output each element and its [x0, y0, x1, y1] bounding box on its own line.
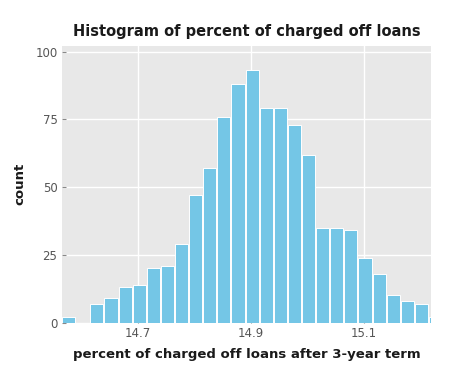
Bar: [231, 84, 245, 323]
Bar: [344, 230, 357, 323]
Bar: [415, 304, 428, 323]
Bar: [189, 195, 202, 323]
Y-axis label: count: count: [14, 163, 27, 205]
Bar: [443, 320, 456, 323]
X-axis label: percent of charged off loans after 3-year term: percent of charged off loans after 3-yea…: [73, 348, 420, 361]
Bar: [91, 304, 103, 323]
Bar: [316, 228, 329, 323]
Bar: [147, 268, 160, 323]
Bar: [471, 317, 474, 323]
Bar: [118, 287, 132, 323]
Bar: [274, 108, 287, 323]
Bar: [62, 317, 75, 323]
Bar: [387, 295, 400, 323]
Bar: [104, 298, 118, 323]
Bar: [457, 312, 470, 323]
Bar: [246, 71, 259, 323]
Bar: [260, 108, 273, 323]
Title: Histogram of percent of charged off loans: Histogram of percent of charged off loan…: [73, 24, 420, 39]
Bar: [175, 244, 188, 323]
Bar: [302, 154, 315, 323]
Bar: [373, 274, 386, 323]
Bar: [429, 317, 442, 323]
Bar: [401, 301, 414, 323]
Bar: [218, 117, 230, 323]
Bar: [288, 125, 301, 323]
Bar: [161, 266, 174, 323]
Bar: [330, 228, 343, 323]
Bar: [203, 168, 216, 323]
Bar: [133, 285, 146, 323]
Bar: [358, 258, 372, 323]
